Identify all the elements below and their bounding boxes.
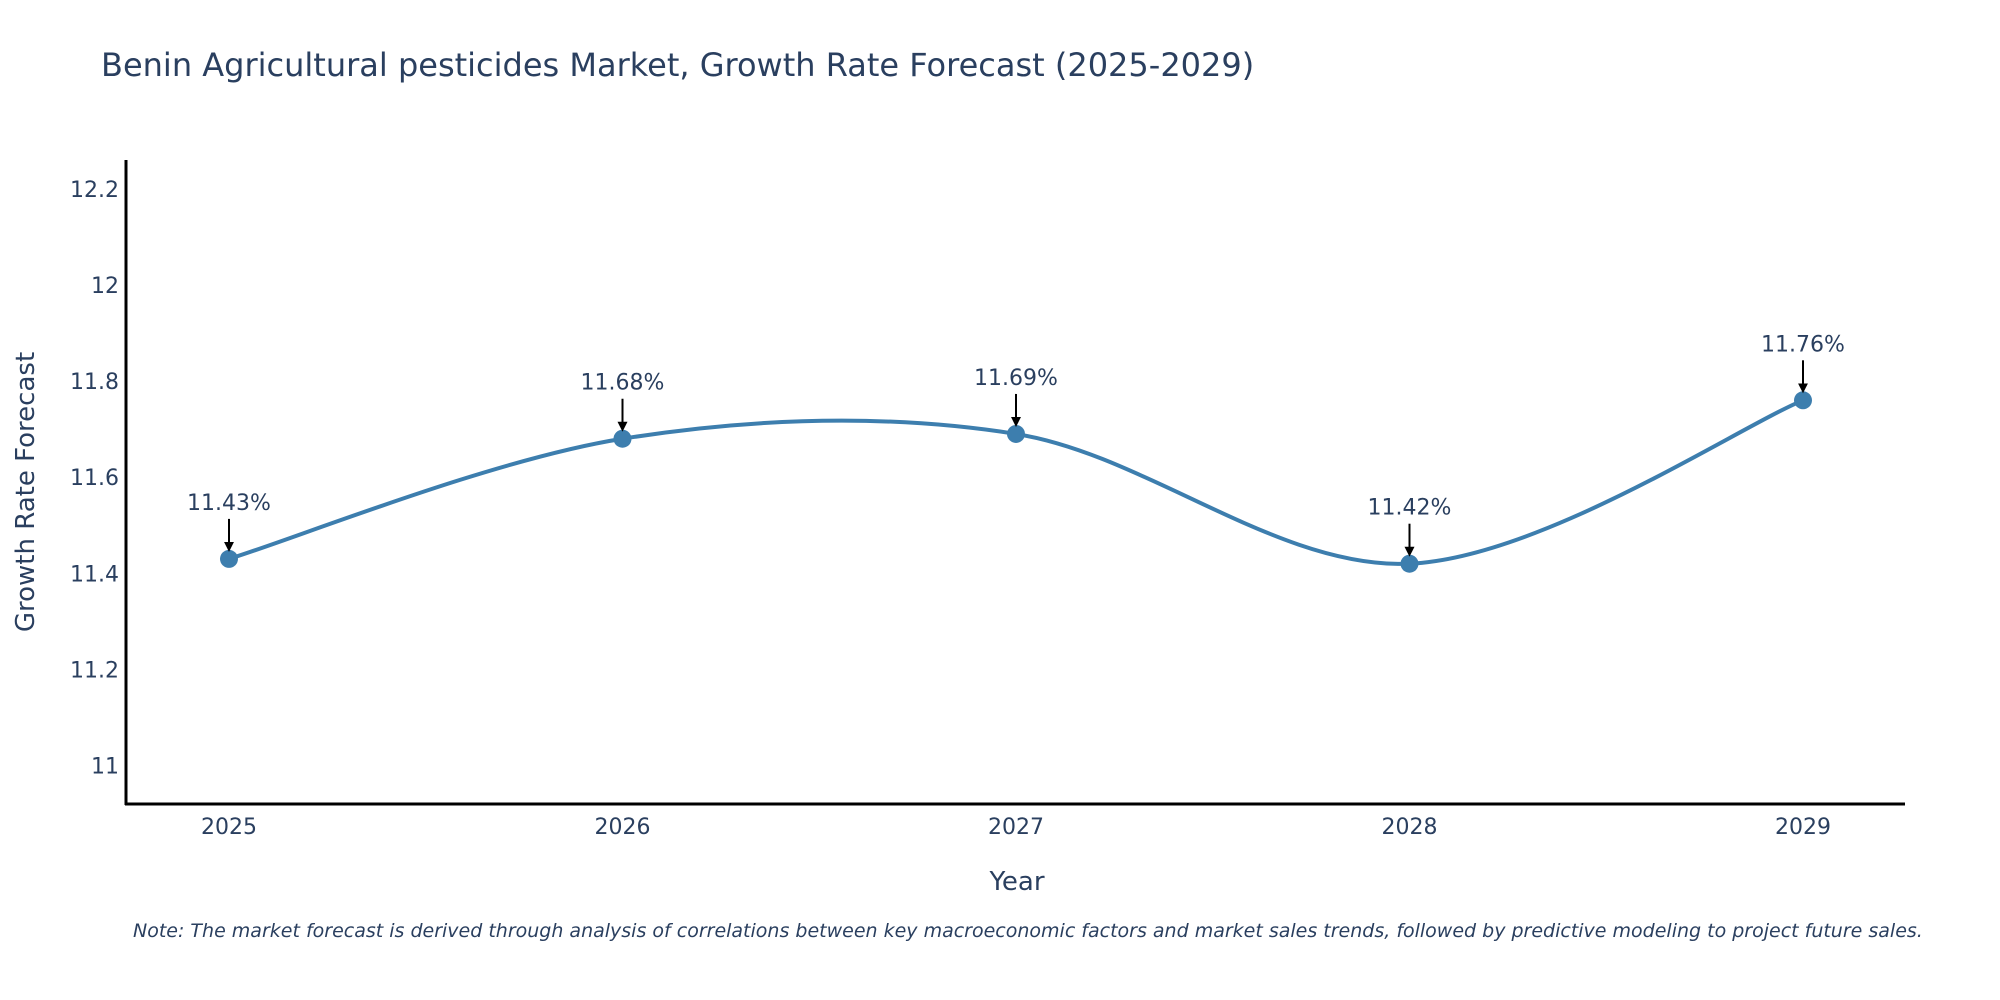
data-label: 11.42% [1368, 496, 1452, 521]
chart-note: Note: The market forecast is derived thr… [133, 920, 1923, 942]
axes [124, 160, 1905, 806]
data-label: 11.76% [1761, 332, 1845, 357]
series-line [228, 398, 1804, 566]
x-tick-label: 2028 [1382, 815, 1438, 840]
y-tick-label: 12 [91, 274, 119, 299]
data-label: 11.68% [581, 371, 665, 396]
y-axis-label: Growth Rate Forecast [11, 352, 41, 632]
x-tick-label: 2026 [595, 815, 651, 840]
data-point-marker [220, 549, 238, 568]
y-tick-labels: 11 11.2 11.4 11.6 11.8 12 12.2 [70, 178, 119, 780]
y-tick-label: 11.2 [70, 658, 119, 683]
chart-title: Benin Agricultural pesticides Market, Gr… [101, 46, 1255, 84]
x-axis-label: Year [988, 867, 1044, 897]
y-tick-label: 12.2 [70, 178, 119, 203]
x-tick-label: 2025 [201, 815, 257, 840]
data-label-annotations: 11.43% 11.68% 11.69% 11.42% 11.76% [187, 332, 1845, 557]
series-markers [220, 391, 1812, 573]
data-point-marker [1400, 554, 1419, 573]
x-tick-label: 2027 [988, 815, 1044, 840]
data-point-marker [613, 429, 632, 448]
data-point-marker [1007, 424, 1025, 443]
data-label: 11.43% [187, 491, 271, 516]
data-point-marker [1794, 391, 1812, 410]
x-tick-label: 2029 [1775, 815, 1831, 840]
y-tick-label: 11 [91, 755, 119, 780]
y-tick-label: 11.6 [70, 466, 119, 491]
x-tick-labels: 2025 2026 2027 2028 2029 [201, 815, 1831, 840]
data-label: 11.69% [974, 366, 1058, 391]
y-tick-label: 11.4 [70, 562, 119, 587]
y-tick-label: 11.8 [70, 370, 119, 395]
